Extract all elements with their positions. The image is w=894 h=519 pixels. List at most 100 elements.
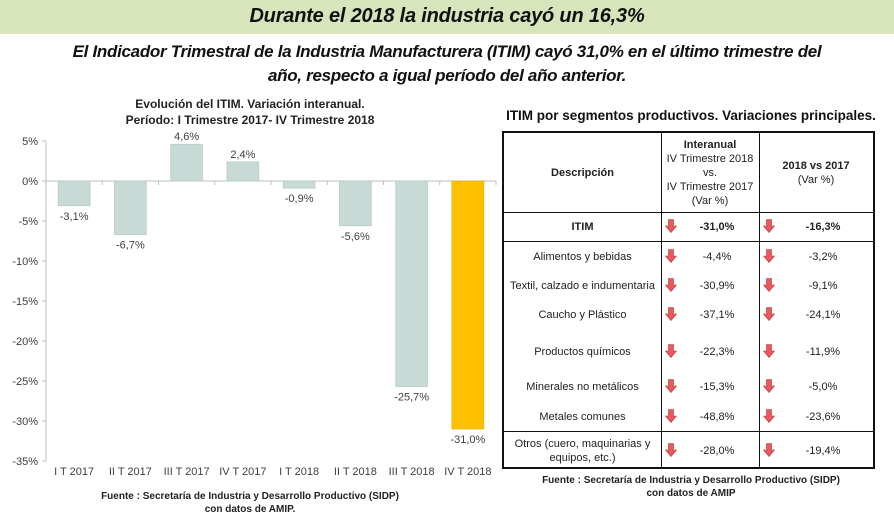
table-source: Fuente : Secretaría de Industria y Desar… [505, 474, 877, 500]
bar [339, 180, 372, 227]
y-tick-label: -10% [12, 256, 38, 268]
page-subtitle: El Indicador Trimestral de la Industria … [20, 40, 874, 88]
y-tick-label: -20% [12, 336, 38, 348]
row-value-interanual: -48,8% [699, 411, 735, 423]
down-arrow-icon [664, 219, 678, 233]
row-description: Otros (cuero, maquinarias y equipos, etc… [514, 438, 651, 464]
x-tick-label: III T 2017 [164, 466, 210, 478]
row-value-annual: -19,4% [805, 445, 841, 457]
down-arrow-icon [762, 278, 776, 292]
header-annual-title: 2018 vs 2017 [782, 159, 850, 172]
down-arrow-icon [664, 344, 678, 358]
data-label: -31,0% [450, 434, 485, 446]
down-arrow-icon [762, 219, 776, 233]
bar [170, 143, 203, 182]
row-value-annual: -23,6% [805, 411, 841, 423]
y-tick-label: -30% [12, 416, 38, 428]
data-label: 2,4% [230, 149, 255, 161]
page-title: Durante el 2018 la industria cayó un 16,… [249, 5, 645, 27]
column-divider [759, 133, 760, 467]
x-tick-label: IV T 2017 [219, 466, 266, 478]
bar [282, 180, 316, 189]
y-tick-label: -5% [18, 216, 38, 228]
x-tick-label: I T 2018 [279, 466, 319, 478]
down-arrow-icon [664, 249, 678, 263]
down-arrow-icon [762, 443, 776, 457]
bar-chart: 5% 0% -5% -10% -15% -20% -25% -30% -35% -3,1% I T … [12, 131, 497, 478]
row-value-interanual: -30,9% [699, 280, 735, 292]
row-value-interanual: -15,3% [699, 381, 735, 393]
x-tick-label: IV T 2018 [444, 466, 491, 478]
header-interanual-line-3: vs. [702, 166, 718, 179]
table-source-line-1: Fuente : Secretaría de Industria y Desar… [542, 475, 840, 486]
header-divider [504, 212, 873, 213]
row-value-annual: -16,3% [805, 221, 841, 233]
row-value-annual: -5,0% [808, 381, 838, 393]
down-arrow-icon [762, 307, 776, 321]
table-source-line-2: con datos de AMIP [646, 488, 736, 499]
down-arrow-icon [762, 379, 776, 393]
data-label: 4,6% [174, 131, 199, 143]
data-label: -5,6% [341, 231, 370, 243]
down-arrow-icon [762, 249, 776, 263]
header-interanual: Interanual IV Trimestre 2018 vs. IV Trim… [661, 133, 759, 212]
down-arrow-icon [664, 443, 678, 457]
chart-title-line-2: Período: I Trimestre 2017- IV Trimestre … [125, 113, 375, 127]
row-value-annual: -9,1% [808, 280, 838, 292]
chart-title-line-1: Evolución del ITIM. Variación interanual… [135, 97, 365, 111]
header-annual-line-2: (Var %) [797, 173, 835, 186]
header-interanual-title: Interanual [683, 138, 737, 151]
down-arrow-icon [664, 278, 678, 292]
row-value-interanual: -22,3% [699, 346, 735, 358]
x-tick-label: III T 2018 [389, 466, 435, 478]
row-description: Productos químicos [534, 346, 631, 358]
row-value-annual: -11,9% [805, 346, 841, 358]
down-arrow-icon [664, 307, 678, 321]
row-value-annual: -24,1% [805, 309, 841, 321]
row-description: Caucho y Plástico [538, 309, 627, 321]
column-divider [661, 133, 662, 467]
header-interanual-line-2: IV Trimestre 2018 [666, 152, 754, 165]
data-label: -25,7% [394, 392, 429, 404]
segments-table: Descripción Interanual IV Trimestre 2018… [502, 131, 875, 469]
chart-source-line-2: con datos de AMIP. [204, 504, 296, 515]
table-title: ITIM por segmentos productivos. Variacio… [506, 108, 876, 123]
data-label: -3,1% [60, 211, 89, 223]
y-tick-label: -15% [12, 296, 38, 308]
header-banner [0, 0, 894, 34]
down-arrow-icon [664, 409, 678, 423]
x-tick-label: II T 2017 [109, 466, 152, 478]
row-value-interanual: -28,0% [699, 445, 735, 457]
down-arrow-icon [664, 379, 678, 393]
x-tick-label: II T 2018 [334, 466, 377, 478]
header-description: Descripción [551, 166, 614, 179]
bar [226, 161, 260, 182]
bar [114, 180, 147, 235]
y-tick-label: -35% [12, 456, 38, 468]
row-divider [504, 241, 873, 242]
row-value-annual: -3,2% [808, 251, 838, 263]
y-tick-label: 5% [22, 136, 38, 148]
row-description: Textil, calzado e indumentaria [510, 280, 655, 292]
row-value-interanual: -31,0% [699, 221, 735, 233]
y-tick-label: -25% [12, 376, 38, 388]
row-description: Metales comunes [539, 411, 626, 423]
bar [57, 180, 91, 207]
subtitle-line-1: El Indicador Trimestral de la Industria … [72, 42, 822, 61]
data-label: -6,7% [116, 240, 145, 252]
row-description: Alimentos y bebidas [533, 251, 632, 263]
header-interanual-line-4: IV Trimestre 2017 [666, 180, 754, 193]
down-arrow-icon [762, 409, 776, 423]
header-interanual-line-5: (Var %) [691, 194, 729, 207]
x-tick-label: I T 2017 [54, 466, 94, 478]
row-description: ITIM [571, 221, 594, 233]
row-description: Minerales no metálicos [526, 381, 639, 393]
row-divider [504, 431, 873, 432]
row-value-interanual: -37,1% [699, 309, 735, 321]
bar [451, 180, 485, 430]
subtitle-line-2: año, respecto a igual período del año an… [267, 66, 627, 85]
row-value-interanual: -4,4% [702, 251, 732, 263]
bar [395, 180, 428, 387]
chart-source-line-1: Fuente : Secretaría de Industria y Desar… [101, 491, 399, 502]
data-label: -0,9% [285, 193, 314, 205]
